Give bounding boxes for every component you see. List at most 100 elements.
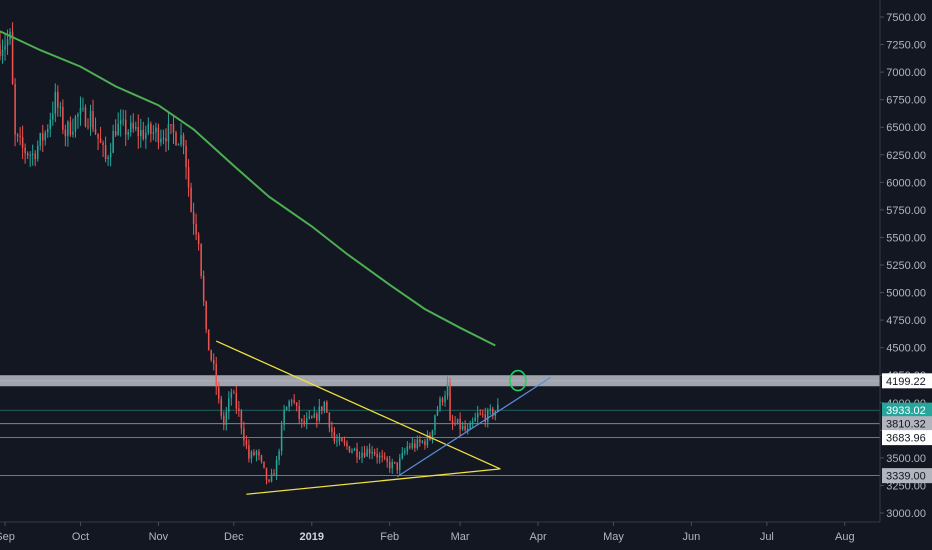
candle-body: [109, 152, 112, 158]
candle-body: [228, 397, 230, 412]
candle-body: [424, 441, 426, 446]
candle-body: [67, 121, 69, 137]
candle-body: [393, 461, 396, 463]
candle-body: [474, 417, 476, 422]
candle-body: [102, 142, 104, 145]
candle-body: [135, 127, 137, 129]
moving-average-line: [0, 30, 496, 347]
candle-body: [29, 154, 31, 156]
candle-body: [19, 135, 21, 138]
candle-body: [361, 452, 363, 458]
price-tick-label: 5500.00: [886, 232, 926, 244]
candle-body: [464, 426, 466, 431]
candle-body: [64, 129, 67, 137]
candle-body: [366, 448, 368, 457]
candle-body: [466, 428, 469, 431]
candle-body: [441, 398, 444, 403]
price-tick-label: 6500.00: [886, 122, 926, 134]
candle-body: [454, 423, 456, 425]
time-tick-label: 2019: [300, 531, 324, 543]
candle-body: [245, 440, 248, 446]
candle-body: [280, 424, 283, 452]
candle-body: [49, 119, 52, 129]
time-tick-label: May: [603, 531, 624, 543]
time-tick-label: Jun: [683, 531, 701, 543]
candle-body: [36, 145, 39, 160]
candle-body: [92, 111, 94, 129]
candle-body: [31, 153, 34, 155]
candle-body: [220, 398, 223, 416]
candle-body: [346, 443, 348, 447]
candle-body: [411, 443, 414, 448]
time-tick-label: Feb: [380, 531, 399, 543]
candle-body: [52, 113, 54, 120]
time-tick-label: Mar: [451, 531, 470, 543]
candle-body: [192, 211, 195, 224]
candle-body: [57, 91, 59, 108]
time-tick-label: Jul: [760, 531, 774, 543]
candle-body: [26, 153, 29, 156]
candle-body: [157, 127, 160, 143]
candle-body: [351, 450, 353, 453]
price-tick-label: 6750.00: [886, 95, 926, 107]
candle-body: [396, 462, 399, 471]
candle-body: [293, 400, 295, 403]
candle-body: [265, 467, 268, 480]
candle-body: [235, 393, 238, 409]
candle-body: [84, 107, 87, 127]
candle-body: [21, 137, 24, 148]
candle-body: [202, 275, 205, 302]
candle-body: [62, 106, 64, 130]
candle-body: [378, 455, 381, 458]
candle-body: [145, 132, 147, 139]
candle-body: [399, 458, 401, 471]
candle-body: [16, 134, 19, 136]
candle-body: [117, 123, 119, 136]
candle-body: [41, 133, 44, 141]
candle-body: [446, 382, 449, 396]
candle-body: [155, 127, 157, 133]
candle-body: [298, 405, 300, 420]
candle-body: [313, 413, 316, 418]
candle-body: [200, 244, 202, 276]
triangle-upper-line: [215, 340, 501, 470]
candle-body: [363, 452, 366, 457]
candle-body: [388, 461, 391, 469]
candle-body: [260, 455, 263, 462]
candle-body: [288, 401, 290, 408]
candle-body: [89, 111, 92, 127]
candle-body: [404, 451, 406, 453]
candle-body: [180, 135, 182, 145]
price-tick-label: 4750.00: [886, 315, 926, 327]
candle-body: [497, 404, 499, 412]
candle-body: [14, 84, 16, 135]
candle-body: [207, 329, 210, 351]
candle-body: [326, 402, 328, 413]
candle-body: [426, 435, 429, 446]
candle-body: [104, 144, 107, 160]
candle-body: [210, 350, 212, 360]
candle-body: [278, 451, 280, 460]
price-tick-label: 3500.00: [886, 453, 926, 465]
candle-body: [99, 138, 102, 143]
candle-body: [431, 430, 434, 440]
candle-body: [456, 418, 459, 424]
candle-body: [268, 479, 270, 482]
candle-body: [303, 421, 305, 424]
candle-body: [263, 461, 265, 468]
candle-body: [419, 439, 421, 443]
candle-body: [318, 406, 321, 421]
target-circle-marker: [509, 369, 527, 392]
time-tick-label: Aug: [835, 531, 855, 543]
candle-body: [459, 418, 461, 430]
candle-body: [79, 108, 82, 115]
candle-body: [238, 408, 240, 411]
candle-body: [409, 446, 411, 448]
candle-body: [1, 49, 4, 57]
candle-body: [328, 412, 331, 428]
candle-body: [69, 121, 72, 135]
candle-body: [34, 153, 36, 160]
